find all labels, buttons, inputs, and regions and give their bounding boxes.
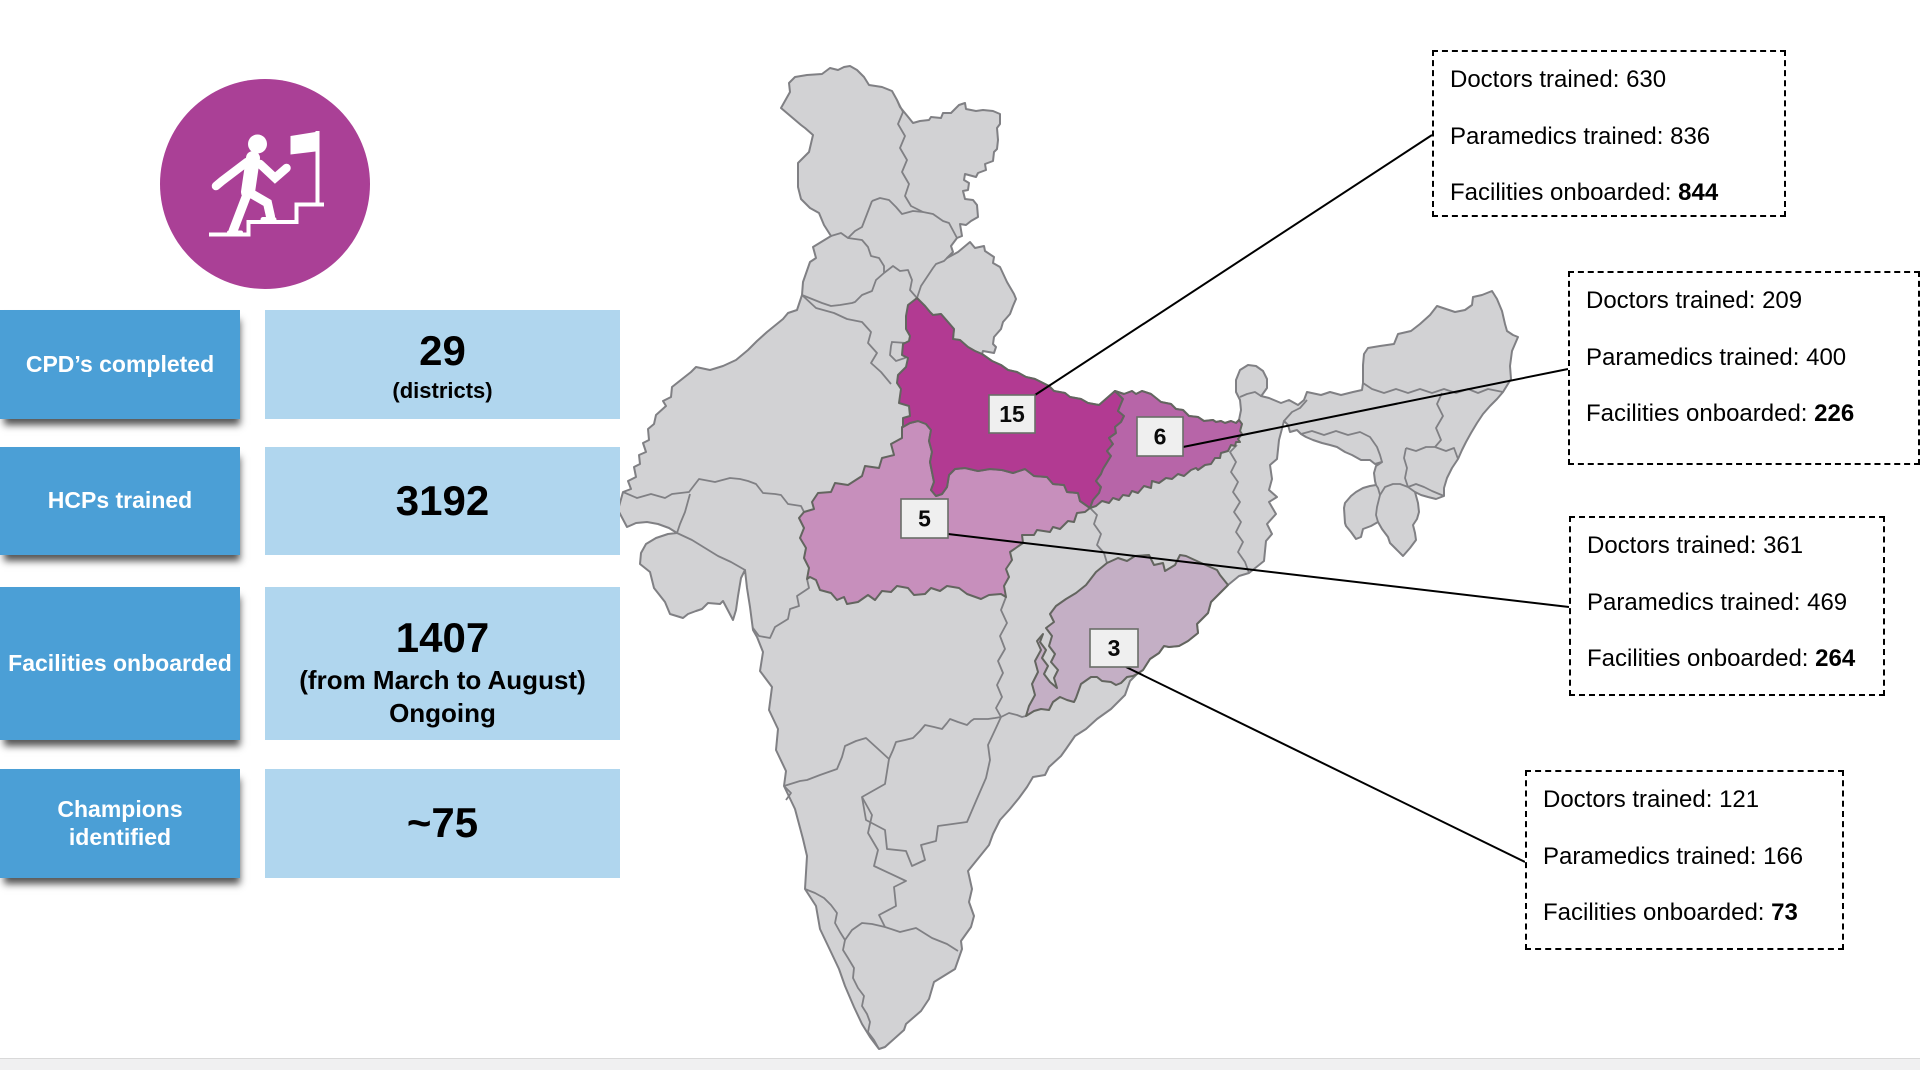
svg-text:6: 6 [1154, 424, 1167, 450]
svg-text:3: 3 [1108, 635, 1121, 661]
svg-text:15: 15 [999, 401, 1025, 427]
svg-text:5: 5 [918, 506, 931, 532]
